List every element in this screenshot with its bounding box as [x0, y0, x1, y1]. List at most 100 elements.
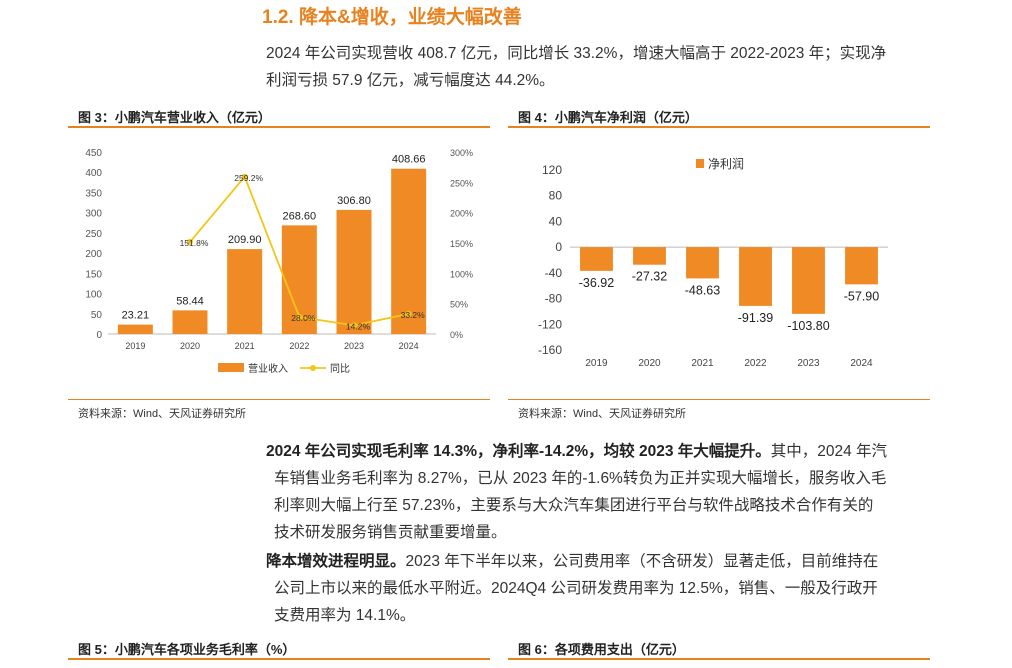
yoy-point: [187, 238, 193, 245]
margin-paragraph-line: 利率则大幅上行至 57.23%，主要系与大众汽车集团进行平台与软件战略技术合作有…: [274, 497, 874, 514]
fig4-title: 图 4：小鹏汽车净利润（亿元）: [518, 110, 698, 125]
y2-tick-label: 100%: [450, 269, 473, 279]
y-tick-label: 0: [555, 240, 562, 254]
x-tick-label: 2019: [585, 358, 608, 369]
net-profit-data-label: -27.32: [632, 270, 667, 284]
y-tick-label: 300: [85, 209, 102, 220]
margin-paragraph-line: 其中，2024 年汽: [770, 443, 888, 460]
net-profit-data-label: -103.80: [787, 319, 829, 333]
y-tick-label: 40: [549, 214, 563, 228]
fig5-title: 图 5：小鹏汽车各项业务毛利率（%）: [78, 642, 296, 657]
x-tick-label: 2021: [235, 341, 255, 351]
margin-paragraph-line: 车销售业务毛利率为 8.27%，已从 2023 年的-1.6%转负为正并实现大幅…: [274, 470, 887, 487]
revenue-bar: [117, 324, 153, 334]
revenue-data-label: 268.60: [283, 210, 317, 222]
fig4-bottom-rule: [508, 399, 930, 400]
y-tick-label: 200: [85, 249, 102, 260]
revenue-data-label: 408.66: [392, 154, 426, 166]
net-profit-bar: [739, 247, 772, 306]
fig4-top-rule: [508, 126, 930, 128]
fig6-top-rule: [508, 658, 930, 660]
y-tick-label: -40: [545, 266, 563, 280]
y-tick-label: 450: [85, 148, 102, 159]
revenue-bar: [391, 168, 427, 334]
fig3-bottom-rule: [68, 399, 490, 400]
x-tick-label: 2021: [691, 358, 714, 369]
y-tick-label: 120: [542, 163, 562, 177]
yoy-point: [351, 322, 357, 329]
x-tick-label: 2024: [399, 341, 419, 351]
yoy-data-label: 14.2%: [346, 321, 371, 331]
fig3-source: 资料来源：Wind、天风证券研究所: [78, 408, 247, 420]
yoy-point: [296, 314, 303, 321]
y2-tick-label: 150%: [450, 239, 473, 249]
net-profit-data-label: -57.90: [844, 289, 879, 303]
y2-tick-label: 200%: [450, 209, 473, 219]
y-tick-label: -80: [545, 292, 563, 306]
x-tick-label: 2023: [344, 341, 364, 351]
margin-paragraph-lead: 2024 年公司实现毛利率 14.3%，净利率-14.2%，均较 2023 年大…: [266, 443, 771, 460]
x-tick-label: 2024: [850, 358, 873, 369]
legend-label-net-profit: 净利润: [708, 157, 744, 171]
net-profit-chart: 120 80 40 0 -40 -80 -120 -160 -36.92 2019 -27.32 20…: [538, 157, 888, 369]
fig5-top-rule: [68, 658, 490, 660]
cost-paragraph: 降本增效进程明显。2023 年下半年以来，公司费用率（不含研发）显著走低，目前维…: [266, 548, 966, 629]
legend-swatch-revenue: [218, 363, 244, 372]
y2-tick-label: 300%: [450, 148, 473, 158]
y2-tick-label: 50%: [450, 300, 468, 310]
yoy-data-label: 33.2%: [401, 310, 426, 320]
y-tick-label: 0: [96, 330, 102, 341]
y-tick-label: 100: [85, 290, 102, 301]
x-tick-label: 2020: [180, 341, 200, 351]
net-profit-data-label: -36.92: [579, 276, 614, 290]
net-profit-data-label: -48.63: [685, 283, 720, 297]
cost-paragraph-lead: 降本增效进程明显。: [266, 553, 406, 570]
fig6-title: 图 6：各项费用支出（亿元）: [518, 642, 685, 657]
net-profit-bar: [686, 247, 719, 279]
y-tick-label: 400: [85, 168, 102, 179]
revenue-data-label: 209.90: [228, 234, 262, 246]
intro-paragraph: 2024 年公司实现营收 408.7 亿元，同比增长 33.2%，增速大幅高于 …: [266, 40, 956, 94]
revenue-data-label: 58.44: [176, 295, 204, 307]
net-profit-bar: [633, 247, 666, 265]
revenue-data-label: 306.80: [337, 195, 371, 207]
legend-swatch-net-profit: [696, 159, 704, 168]
net-profit-bar: [580, 247, 613, 271]
y-tick-label: -120: [538, 317, 562, 331]
y2-tick-label: 250%: [450, 178, 473, 188]
section-title: 1.2. 降本&增收，业绩大幅改善: [262, 7, 522, 28]
legend-marker-yoy: [310, 365, 316, 371]
fig3-top-rule: [68, 126, 490, 128]
net-profit-bar: [792, 247, 825, 314]
revenue-data-label: 23.21: [122, 310, 150, 322]
y-tick-label: -160: [538, 343, 562, 357]
legend-label-yoy: 同比: [330, 363, 350, 375]
margin-paragraph: 2024 年公司实现毛利率 14.3%，净利率-14.2%，均较 2023 年大…: [266, 438, 966, 546]
revenue-chart: 0 50 100 150 200 250 300 350 400 450 0% 50% 100% 150%…: [85, 148, 473, 375]
revenue-bar: [336, 209, 372, 334]
y2-tick-label: 0%: [450, 330, 463, 340]
yoy-data-label: 259.2%: [234, 173, 263, 183]
revenue-bar: [172, 310, 208, 334]
x-tick-label: 2023: [797, 358, 820, 369]
net-profit-data-label: -91.39: [738, 311, 773, 325]
y-tick-label: 350: [85, 188, 102, 199]
fig4-source: 资料来源：Wind、天风证券研究所: [518, 408, 687, 420]
fig3-title: 图 3：小鹏汽车营业收入（亿元）: [78, 110, 271, 125]
net-profit-bar: [845, 247, 878, 285]
x-tick-label: 2022: [289, 341, 309, 351]
cost-paragraph-line: 2023 年下半年以来，公司费用率（不含研发）显著走低，目前维持在: [405, 553, 879, 570]
intro-line: 利润亏损 57.9 亿元，减亏幅度达 44.2%。: [266, 72, 555, 89]
yoy-point: [241, 173, 248, 180]
revenue-bar: [227, 249, 263, 334]
x-tick-label: 2020: [638, 358, 661, 369]
y-tick-label: 150: [85, 269, 102, 280]
x-tick-label: 2022: [744, 358, 767, 369]
margin-paragraph-line: 技术研发服务销售贡献重要增量。: [274, 524, 507, 541]
cost-paragraph-line: 支费用率为 14.1%。: [274, 607, 416, 624]
yoy-data-label: 151.8%: [180, 238, 209, 248]
y-tick-label: 250: [85, 229, 102, 240]
x-tick-label: 2019: [125, 341, 145, 351]
cost-paragraph-line: 公司上市以来的最低水平附近。2024Q4 公司研发费用率为 12.5%，销售、一…: [274, 580, 878, 597]
legend-label-revenue: 营业收入: [248, 362, 288, 375]
